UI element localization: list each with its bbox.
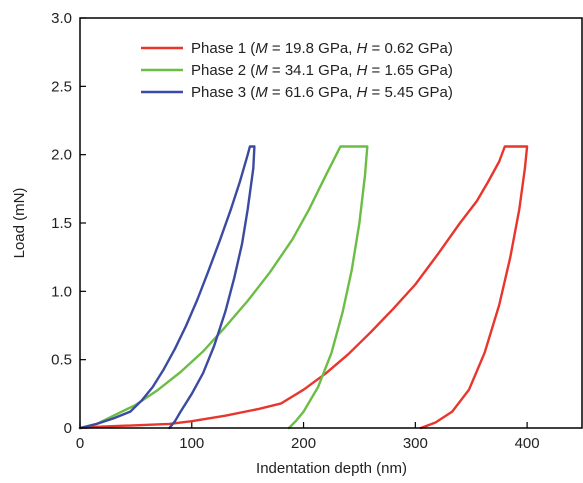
- y-tick-label: 2.5: [51, 78, 72, 95]
- x-tick-label: 200: [291, 435, 316, 452]
- legend-label-phase-1: Phase 1 (M = 19.8 GPa, H = 0.62 GPa): [191, 40, 453, 57]
- y-tick-label: 2.0: [51, 147, 72, 164]
- x-tick-label: 300: [403, 435, 428, 452]
- legend-label-phase-3: Phase 3 (M = 61.6 GPa, H = 5.45 GPa): [191, 84, 453, 101]
- x-tick-label: 400: [515, 435, 540, 452]
- series-line-phase-2: [78, 145, 369, 430]
- series-line-phase-3: [78, 145, 256, 430]
- y-tick-label: 3.0: [51, 10, 72, 27]
- y-tick-label: 0: [64, 420, 72, 437]
- y-tick-label: 1.0: [51, 283, 72, 300]
- x-axis-title: Indentation depth (nm): [256, 460, 407, 477]
- y-axis-title: Load (mN): [11, 188, 28, 259]
- series-line-phase-1: [78, 145, 529, 430]
- y-tick-label: 1.5: [51, 215, 72, 232]
- axes-layer: [79, 17, 583, 429]
- x-tick-label: 0: [76, 435, 84, 452]
- legend-label-phase-2: Phase 2 (M = 34.1 GPa, H = 1.65 GPa): [191, 62, 453, 79]
- plot-area-frame: [79, 17, 583, 429]
- legend: Phase 1 (M = 19.8 GPa, H = 0.62 GPa) Phas…: [141, 40, 453, 101]
- y-tick-label: 0.5: [51, 352, 72, 369]
- x-tick-label: 100: [179, 435, 204, 452]
- series-layer: [78, 145, 529, 430]
